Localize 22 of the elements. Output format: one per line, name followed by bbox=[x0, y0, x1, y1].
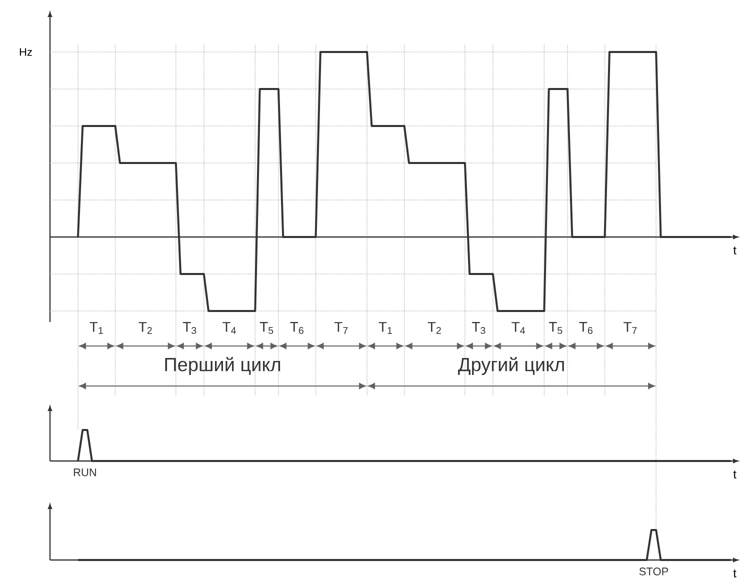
y-axis-title: Hz bbox=[20, 48, 32, 56]
text: RUN bbox=[74, 468, 96, 476]
text: T$_{1}$ bbox=[378, 322, 392, 334]
text: T$_{4}$ bbox=[512, 322, 526, 334]
text: T$_{5}$ bbox=[260, 322, 274, 334]
text: T$_{6}$ bbox=[579, 322, 592, 334]
text: T$_{2}$ bbox=[138, 322, 152, 334]
text: T$_{7}$ bbox=[624, 322, 637, 334]
text: T$_{4}$ bbox=[222, 322, 236, 334]
text: Другий цикл bbox=[458, 356, 564, 376]
text: Перший цикл bbox=[165, 356, 280, 376]
text: T$_{5}$ bbox=[548, 322, 562, 334]
text: T$_{6}$ bbox=[290, 322, 304, 334]
text: T$_{7}$ bbox=[334, 322, 348, 334]
x-axis-title: t bbox=[733, 570, 736, 578]
text: T$_{3}$ bbox=[472, 322, 486, 334]
text: T$_{3}$ bbox=[182, 322, 196, 334]
text: T$_{2}$ bbox=[428, 322, 441, 334]
x-axis-title: t bbox=[733, 470, 736, 478]
text: STOP bbox=[639, 568, 668, 576]
x-axis-title: t bbox=[733, 246, 736, 254]
text: T$_{1}$ bbox=[90, 322, 103, 334]
